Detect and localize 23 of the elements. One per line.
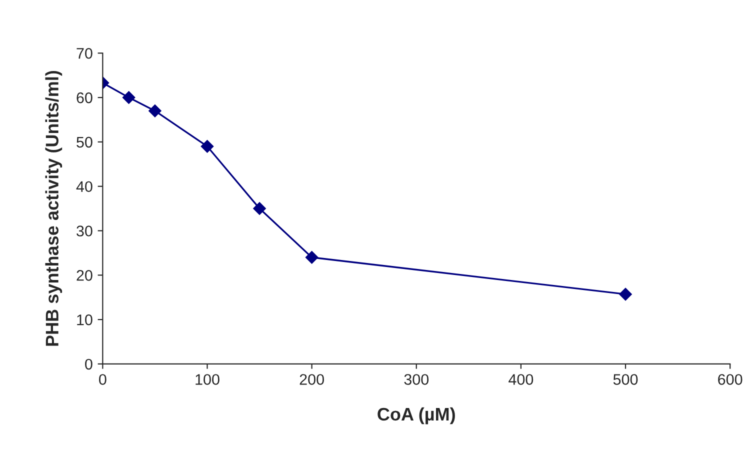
x-tick-label: 500 <box>613 374 638 385</box>
y-tick-label: 50 <box>76 136 92 148</box>
point <box>253 202 266 215</box>
y-tick-label: 60 <box>76 92 92 104</box>
point <box>305 250 318 264</box>
x-tick-label: 400 <box>508 374 534 385</box>
x-tick-label: 200 <box>300 374 324 385</box>
y-tick-label: 40 <box>76 181 92 192</box>
x-tick-label: 0 <box>99 374 106 385</box>
point <box>619 288 632 301</box>
point <box>122 91 136 104</box>
x-tick-label: 600 <box>718 374 742 385</box>
y-tick-label: 20 <box>76 270 92 281</box>
y-tick-label: 10 <box>77 314 92 326</box>
y-tick-label: 0 <box>85 358 92 370</box>
x-tick-label: 300 <box>404 374 429 385</box>
point <box>148 104 162 118</box>
y-axis-title: PHB synthase activity (Units/ml) <box>45 70 62 346</box>
y-tick-label: 70 <box>76 48 92 59</box>
x-tick-label: 100 <box>196 374 220 385</box>
point <box>200 140 214 153</box>
y-tick-label: 30 <box>76 226 92 236</box>
x-axis-title: CoA (µM) <box>378 407 455 424</box>
